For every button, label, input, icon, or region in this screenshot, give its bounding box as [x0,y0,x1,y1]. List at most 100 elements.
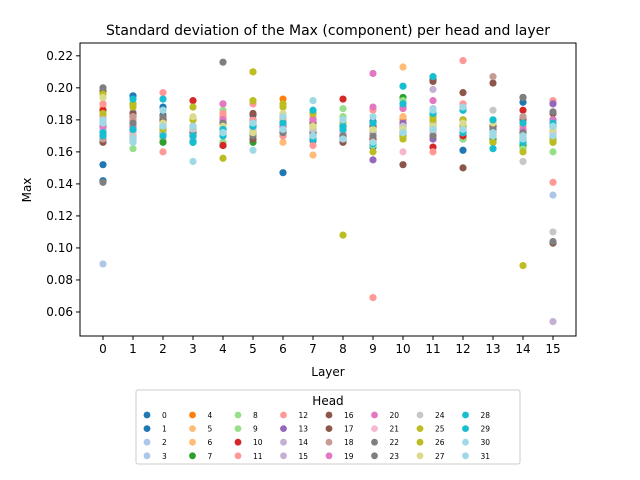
point-head-29-layer-13 [489,116,497,124]
legend-marker-head-6 [189,438,196,446]
point-head-26-layer-3 [189,103,197,111]
point-head-10-layer-14 [519,106,527,114]
legend-marker-head-0 [143,411,151,419]
legend-label-head-23: 23 [390,452,400,461]
point-head-26-layer-15 [549,138,557,146]
legend-marker-head-30 [462,438,469,446]
legend-marker-head-8 [234,411,242,419]
point-head-30-layer-2 [159,106,167,114]
legend-title: Head [312,394,343,408]
legend-marker-head-4 [189,411,196,419]
point-head-8-layer-15 [549,148,557,156]
point-head-29-layer-6 [279,119,287,127]
point-head-14-layer-11 [429,85,437,94]
y-tick-label: 0.10 [46,241,73,255]
x-tick-label: 4 [219,342,227,356]
x-axis: 0 1 2 3 4 5 6 7 8 9 10 11 12 13 14 15 [99,336,561,356]
point-head-31-layer-15 [549,122,557,130]
point-head-31-layer-8 [339,116,347,124]
point-head-11-layer-11 [429,148,437,156]
point-head-31-layer-14 [519,135,527,143]
point-head-27-layer-9 [369,125,377,134]
legend-marker-head-28 [462,411,469,419]
point-head-11-layer-7 [309,141,317,150]
point-head-23-layer-11 [429,132,437,140]
point-head-22-layer-14 [519,93,527,102]
legend-label-head-28: 28 [481,411,491,420]
legend-marker-head-9 [234,425,242,432]
legend-marker-head-5 [189,425,196,432]
legend-marker-head-3 [143,452,151,460]
legend-label-head-27: 27 [435,452,445,461]
legend-marker-head-26 [416,438,424,446]
point-head-31-layer-3 [189,122,197,130]
point-head-30-layer-9 [369,138,377,146]
point-head-31-layer-1 [129,138,137,146]
point-head-29-layer-10 [399,82,407,90]
point-head-25-layer-5 [249,68,257,76]
point-head-22-layer-15 [549,108,557,116]
point-head-26-layer-1 [129,103,137,111]
point-head-26-layer-6 [279,103,287,111]
point-head-31-layer-2 [159,122,167,130]
legend-label-head-4: 4 [208,411,213,420]
point-head-11-layer-15 [549,178,557,186]
legend-marker-head-17 [325,425,333,432]
y-tick-label: 0.12 [46,209,73,223]
y-tick-label: 0.08 [46,273,73,287]
point-head-22-layer-1 [129,119,137,127]
legend-marker-head-12 [280,411,287,419]
legend-label-head-21: 21 [390,425,400,434]
point-head-19-layer-7 [309,116,317,124]
legend-marker-head-24 [416,411,424,419]
point-head-11-layer-9 [369,293,377,302]
x-tick-label: 12 [455,342,470,356]
x-tick-label: 1 [129,342,137,356]
point-head-18-layer-14 [519,113,527,121]
point-head-7-layer-2 [159,138,167,146]
legend-label-head-10: 10 [253,438,263,447]
point-head-10-layer-8 [339,95,347,103]
x-tick-label: 15 [545,342,560,356]
legend-label-head-7: 7 [208,452,213,461]
point-head-11-layer-2 [159,89,167,97]
point-head-29-layer-2 [159,95,167,103]
point-head-17-layer-12 [459,89,467,97]
legend-label-head-5: 5 [208,425,213,434]
point-head-19-layer-9 [369,69,377,78]
point-head-31-layer-13 [489,132,497,140]
legend-marker-head-25 [416,425,424,432]
x-tick-label: 10 [395,342,410,356]
x-tick-label: 9 [369,342,377,356]
x-tick-label: 14 [515,342,530,356]
x-tick-label: 8 [339,342,347,356]
legend: Head 01234567891011121314151617181920212… [135,389,521,465]
point-head-31-layer-4 [219,129,227,137]
legend-label-head-29: 29 [481,425,491,434]
point-head-28-layer-13 [489,145,497,153]
y-axis: 0.06 0.08 0.10 0.12 0.14 0.16 0.18 0.20 0.22 [46,49,80,319]
point-head-25-layer-4 [219,154,227,162]
point-head-25-layer-14 [519,261,527,270]
x-axis-label: Layer [311,365,345,379]
point-head-26-layer-11 [429,116,437,124]
legend-marker-head-20 [371,411,378,419]
y-tick-label: 0.06 [46,305,73,319]
legend-marker-head-31 [462,452,469,460]
point-head-16-layer-13 [489,79,497,87]
point-head-2-layer-15 [549,191,557,199]
point-head-23-layer-0 [99,178,107,186]
point-head-19-layer-4 [219,100,227,108]
point-head-21-layer-10 [399,148,407,156]
point-head-31-layer-9 [369,113,377,121]
legend-marker-head-1 [143,425,151,432]
point-head-6-layer-10 [399,63,407,71]
point-head-29-layer-9 [369,119,377,127]
point-head-17-layer-5 [249,109,257,118]
point-head-29-layer-8 [339,122,347,130]
legend-marker-head-2 [143,438,151,446]
point-head-20-layer-9 [369,103,377,111]
legend-label-head-24: 24 [435,411,445,420]
y-tick-label: 0.18 [46,113,73,127]
